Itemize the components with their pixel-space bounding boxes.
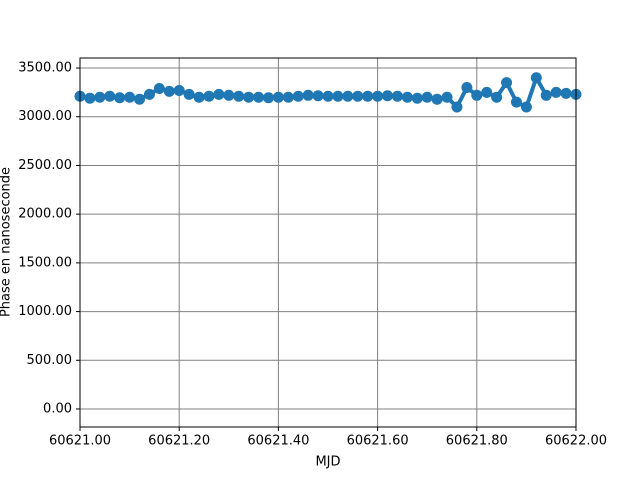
- data-point: [282, 91, 294, 103]
- y-tick-label: 1000.00: [18, 304, 72, 319]
- data-point: [322, 90, 334, 102]
- y-tick-label: 500.00: [27, 353, 73, 368]
- data-point: [114, 92, 126, 104]
- data-point: [94, 91, 106, 103]
- data-point: [153, 82, 165, 94]
- axes-frame: [79, 57, 577, 428]
- data-point: [253, 91, 265, 103]
- data-point: [530, 72, 542, 84]
- data-point: [173, 84, 185, 96]
- x-tick-label: 60622.00: [545, 434, 607, 449]
- data-point: [401, 91, 413, 103]
- x-tick-label: 60621.80: [446, 434, 508, 449]
- data-point: [560, 87, 572, 99]
- grid: [79, 58, 577, 427]
- data-point: [510, 96, 522, 108]
- data-point: [292, 90, 304, 102]
- data-point: [421, 91, 433, 103]
- data-point: [262, 92, 274, 104]
- data-point: [342, 90, 354, 102]
- data-point: [501, 77, 513, 89]
- data-point: [362, 90, 374, 102]
- data-point: [193, 91, 205, 103]
- data-point: [143, 88, 155, 100]
- data-point: [372, 90, 384, 102]
- data-point: [382, 90, 394, 102]
- data-point: [243, 91, 255, 103]
- y-tick-label: 3500.00: [18, 61, 72, 76]
- data-point: [134, 93, 146, 105]
- data-point: [461, 82, 473, 94]
- data-point: [124, 91, 136, 103]
- y-tick-label: 3000.00: [18, 109, 72, 124]
- data-point: [163, 85, 175, 97]
- data-point: [441, 91, 453, 103]
- data-point: [302, 89, 314, 101]
- data-point: [431, 93, 443, 105]
- x-tick-label: 60621.40: [247, 434, 309, 449]
- plot-area: [74, 72, 582, 113]
- data-point: [451, 101, 463, 113]
- data-point: [104, 90, 116, 102]
- x-axis-label: MJD: [315, 455, 340, 470]
- data-point: [352, 90, 364, 102]
- data-point: [471, 89, 483, 101]
- data-point: [183, 88, 195, 100]
- data-point: [233, 90, 245, 102]
- y-tick-label: 2000.00: [18, 207, 72, 222]
- data-point: [481, 86, 493, 98]
- y-tick-label: 2500.00: [18, 158, 72, 173]
- data-point: [550, 86, 562, 98]
- y-tick-label: 0.00: [43, 401, 72, 416]
- data-point: [223, 89, 235, 101]
- data-point: [213, 88, 225, 100]
- y-tick-label: 1500.00: [18, 255, 72, 270]
- data-point: [332, 90, 344, 102]
- data-point: [391, 90, 403, 102]
- x-tick-label: 60621.60: [347, 434, 409, 449]
- data-point: [491, 91, 503, 103]
- data-point: [520, 101, 532, 113]
- data-point: [84, 92, 96, 104]
- data-point: [203, 90, 215, 102]
- data-point: [312, 90, 324, 102]
- data-point: [411, 92, 423, 104]
- x-tick-label: 60621.20: [148, 434, 210, 449]
- data-point: [540, 89, 552, 101]
- y-axis-label: Phase en nanoseconde: [0, 167, 14, 317]
- x-tick-label: 60621.00: [49, 434, 111, 449]
- data-point: [272, 91, 284, 103]
